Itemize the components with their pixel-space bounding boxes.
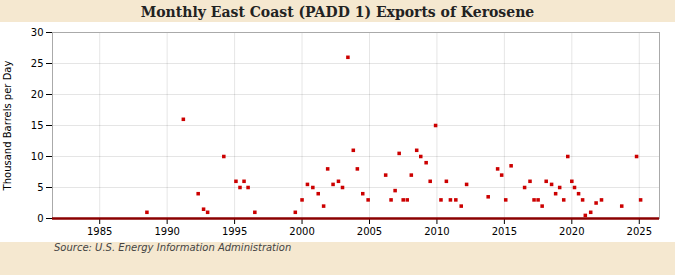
svg-text:15: 15 (31, 120, 44, 131)
svg-text:2005: 2005 (357, 226, 382, 237)
svg-text:2010: 2010 (424, 226, 449, 237)
svg-text:1995: 1995 (222, 226, 247, 237)
svg-text:2025: 2025 (627, 226, 652, 237)
svg-text:1985: 1985 (87, 226, 112, 237)
svg-text:2020: 2020 (559, 226, 584, 237)
html-text:Monthly East Coast (PADD 1) Ex: Monthly East Coast (PADD 1) Exports of K… (140, 4, 535, 20)
svg-text:25: 25 (31, 58, 44, 69)
svg-text:20: 20 (31, 89, 44, 100)
html-text:Source: U.S. Energy Informatio: Source: U.S. Energy Information Administ… (54, 242, 292, 253)
svg-text:5: 5 (37, 182, 43, 193)
svg-text:Thousand Barrels per Day: Thousand Barrels per Day (2, 61, 13, 192)
svg-text:2000: 2000 (289, 226, 314, 237)
svg-text:10: 10 (31, 151, 44, 162)
svg-text:30: 30 (31, 27, 44, 38)
svg-text:1990: 1990 (154, 226, 179, 237)
svg-text:2015: 2015 (492, 226, 517, 237)
svg-text:0: 0 (37, 213, 43, 224)
